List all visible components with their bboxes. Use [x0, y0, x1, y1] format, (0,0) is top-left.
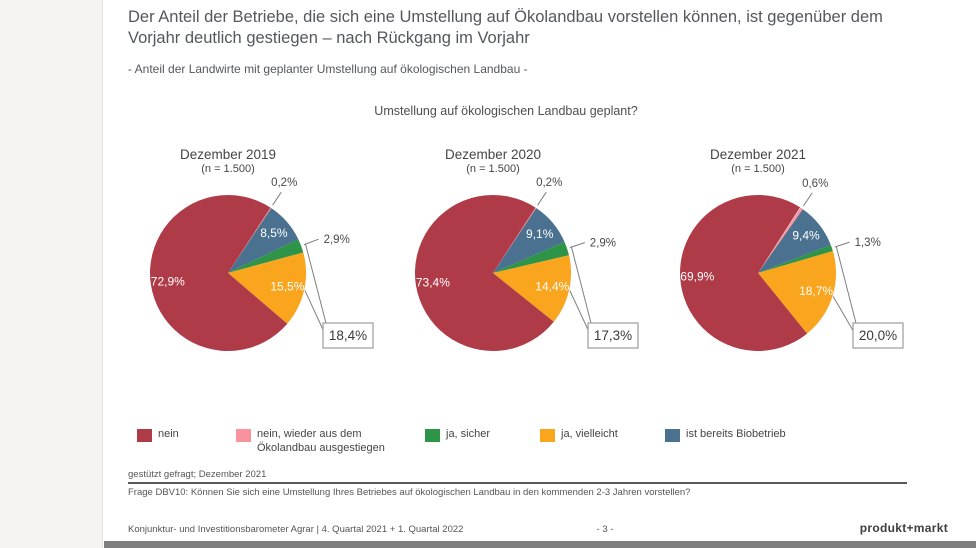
pie-slice-nein_wieder_ausgestiegen — [228, 207, 272, 273]
pie-slice-label-ja_sicher: 1,3% — [855, 237, 881, 249]
callout-line-ja-vielleicht — [569, 290, 591, 335]
pie-slice-ja_vielleicht — [228, 252, 307, 324]
pie-slice-nein — [414, 194, 554, 351]
legend-label-nein: nein — [158, 428, 179, 440]
pie-svg-dezember-2020: 9,1% 14,4% 73,4% 0,2% 2,9% 17,3% — [414, 177, 639, 351]
callout-line-ja-sicher — [305, 243, 328, 328]
footnote-divider — [128, 482, 907, 484]
legend-item-ja_sicher: ja, sicher — [425, 428, 490, 442]
pie-sample-size: (n = 1.500) — [731, 163, 785, 175]
legend-swatch-ja_sicher — [425, 429, 440, 442]
pie-slice-nein_wieder_ausgestiegen — [758, 207, 803, 273]
legend-label-ja_vielleicht: ja, vielleicht — [561, 428, 618, 440]
pie-title: Dezember 2019 — [179, 147, 277, 162]
footer-brand-logo: produkt+markt — [859, 521, 948, 535]
ja-total-box — [852, 322, 904, 349]
pie-slice-nein — [680, 194, 808, 351]
callout-line-ja-sicher — [571, 246, 593, 328]
pie-slice-label-nein_wieder_ausgestiegen: 0,2% — [536, 177, 562, 189]
ja-total-label: 17,3% — [594, 328, 632, 343]
leader-line-nein_wieder_ausgestiegen — [803, 192, 813, 207]
page-left-margin — [0, 0, 103, 548]
pie-slice-ja_vielleicht — [493, 255, 572, 322]
pie-chart-dezember-2020: Dezember 2020 (n = 1.500) 9,1% 14,4% 73,4% 0,… — [360, 143, 640, 383]
pie-sample-size: (n = 1.500) — [466, 163, 520, 175]
callout-line-ja-vielleicht — [832, 296, 856, 335]
leader-line-ja_sicher — [569, 242, 585, 248]
legend-label-ja_sicher: ja, sicher — [446, 428, 491, 440]
footnote-question-source: Frage DBV10: Können Sie sich eine Umstel… — [128, 487, 691, 498]
pie-slice-label-ja_vielleicht: 15,5% — [270, 279, 304, 293]
callout-line-ja-sicher — [835, 246, 858, 328]
legend-item-ja_vielleicht: ja, vielleicht — [540, 428, 618, 442]
pie-slice-label-ist_bereits_biobetrieb: 8,5% — [260, 226, 288, 240]
pie-slice-label-ist_bereits_biobetrieb: 9,1% — [526, 227, 554, 241]
legend-item-nein: nein — [137, 428, 179, 442]
pie-slice-nein — [150, 195, 288, 352]
pie-slice-ist_bereits_biobetrieb — [493, 208, 565, 273]
pie-slice-label-nein: 72,9% — [151, 275, 185, 289]
slide-subtitle: - Anteil der Landwirte mit geplanter Ums… — [128, 62, 528, 76]
pie-slice-ja_sicher — [228, 239, 304, 273]
pie-sample-size: (n = 1.500) — [201, 163, 255, 175]
legend-swatch-nein_wieder_ausgestiegen — [236, 429, 251, 442]
legend-item-nein_wieder_ausgestiegen: nein, wieder aus dem Ökolandbau ausgesti… — [236, 428, 399, 455]
ja-total-box — [322, 322, 374, 349]
pie-slice-label-nein: 69,9% — [680, 269, 714, 283]
ja-total-label: 18,4% — [329, 328, 367, 343]
pie-slice-label-nein_wieder_ausgestiegen: 0,6% — [802, 178, 828, 190]
leader-line-ja_sicher — [303, 238, 319, 246]
pie-slice-nein_wieder_ausgestiegen — [493, 207, 537, 273]
slide-bottom-bar — [104, 541, 976, 548]
pie-title: Dezember 2020 — [444, 147, 542, 162]
ja-total-box — [587, 322, 639, 349]
legend-swatch-nein — [137, 429, 152, 442]
callout-line-ja-vielleicht — [304, 290, 326, 335]
legend-label-nein_wieder_ausgestiegen: nein, wieder aus dem Ökolandbau ausgesti… — [257, 428, 385, 454]
pie-slice-ja_sicher — [758, 245, 833, 273]
legend-swatch-ist_bereits_biobetrieb — [665, 429, 680, 442]
footer-report-title: Konjunktur- und Investitionsbarometer Ag… — [128, 524, 464, 535]
pie-slice-label-ist_bereits_biobetrieb: 9,4% — [792, 229, 820, 243]
pie-slice-label-ja_sicher: 2,9% — [324, 234, 350, 246]
pie-slice-ist_bereits_biobetrieb — [228, 208, 299, 273]
legend-swatch-ja_vielleicht — [540, 429, 555, 442]
legend-item-ist_bereits_biobetrieb: ist bereits Biobetrieb — [665, 428, 786, 442]
slide-title: Der Anteil der Betriebe, die sich eine U… — [128, 8, 883, 47]
pie-chart-dezember-2019: Dezember 2019 (n = 1.500) 8,5% 15,5% 72,9% 0,… — [95, 143, 375, 383]
pie-slice-label-nein_wieder_ausgestiegen: 0,2% — [271, 177, 297, 189]
ja-total-label: 20,0% — [859, 328, 897, 343]
pie-slice-ist_bereits_biobetrieb — [758, 209, 831, 273]
pie-slice-ja_sicher — [493, 241, 569, 273]
legend-label-ist_bereits_biobetrieb: ist bereits Biobetrieb — [686, 428, 786, 440]
pie-chart-dezember-2021: Dezember 2021 (n = 1.500) 9,4% 18,7% 69,9% 0,… — [625, 143, 905, 383]
pie-slice-label-ja_vielleicht: 18,7% — [799, 284, 833, 298]
leader-line-nein_wieder_ausgestiegen — [272, 191, 282, 206]
chart-question: Umstellung auf ökologischen Landbau gepl… — [374, 104, 638, 118]
footer-page-number: - 3 - — [596, 524, 614, 535]
pie-slice-label-nein: 73,4% — [416, 276, 450, 290]
footnote-method: gestützt gefragt; Dezember 2021 — [128, 469, 267, 480]
pie-slice-label-ja_sicher: 2,9% — [590, 238, 616, 250]
leader-line-nein_wieder_ausgestiegen — [537, 191, 547, 206]
pie-slice-label-ja_vielleicht: 14,4% — [535, 280, 569, 294]
pie-svg-dezember-2021: 9,4% 18,7% 69,9% 0,6% 1,3% 20,0% — [680, 178, 904, 351]
pie-svg-dezember-2019: 8,5% 15,5% 72,9% 0,2% 2,9% 18,4% — [150, 177, 374, 352]
leader-line-ja_sicher — [834, 241, 850, 248]
pie-title: Dezember 2021 — [709, 147, 807, 162]
pie-slice-ja_vielleicht — [758, 251, 837, 334]
